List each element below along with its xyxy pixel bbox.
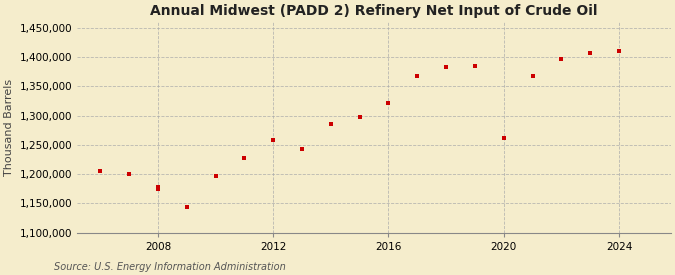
Point xyxy=(585,50,595,55)
Point xyxy=(383,101,394,105)
Point xyxy=(441,65,452,69)
Point xyxy=(325,122,336,127)
Text: Source: U.S. Energy Information Administration: Source: U.S. Energy Information Administ… xyxy=(54,262,286,272)
Point xyxy=(614,49,624,54)
Point xyxy=(153,186,163,191)
Point xyxy=(268,138,279,142)
Point xyxy=(498,136,509,140)
Point xyxy=(182,205,192,210)
Point xyxy=(210,174,221,178)
Point xyxy=(470,64,481,68)
Point xyxy=(412,74,423,78)
Point xyxy=(239,156,250,160)
Point xyxy=(354,115,365,119)
Point xyxy=(153,185,163,189)
Y-axis label: Thousand Barrels: Thousand Barrels xyxy=(4,79,14,176)
Title: Annual Midwest (PADD 2) Refinery Net Input of Crude Oil: Annual Midwest (PADD 2) Refinery Net Inp… xyxy=(151,4,598,18)
Point xyxy=(556,57,567,61)
Point xyxy=(527,74,538,78)
Point xyxy=(95,169,106,173)
Point xyxy=(296,147,307,151)
Point xyxy=(124,172,134,176)
